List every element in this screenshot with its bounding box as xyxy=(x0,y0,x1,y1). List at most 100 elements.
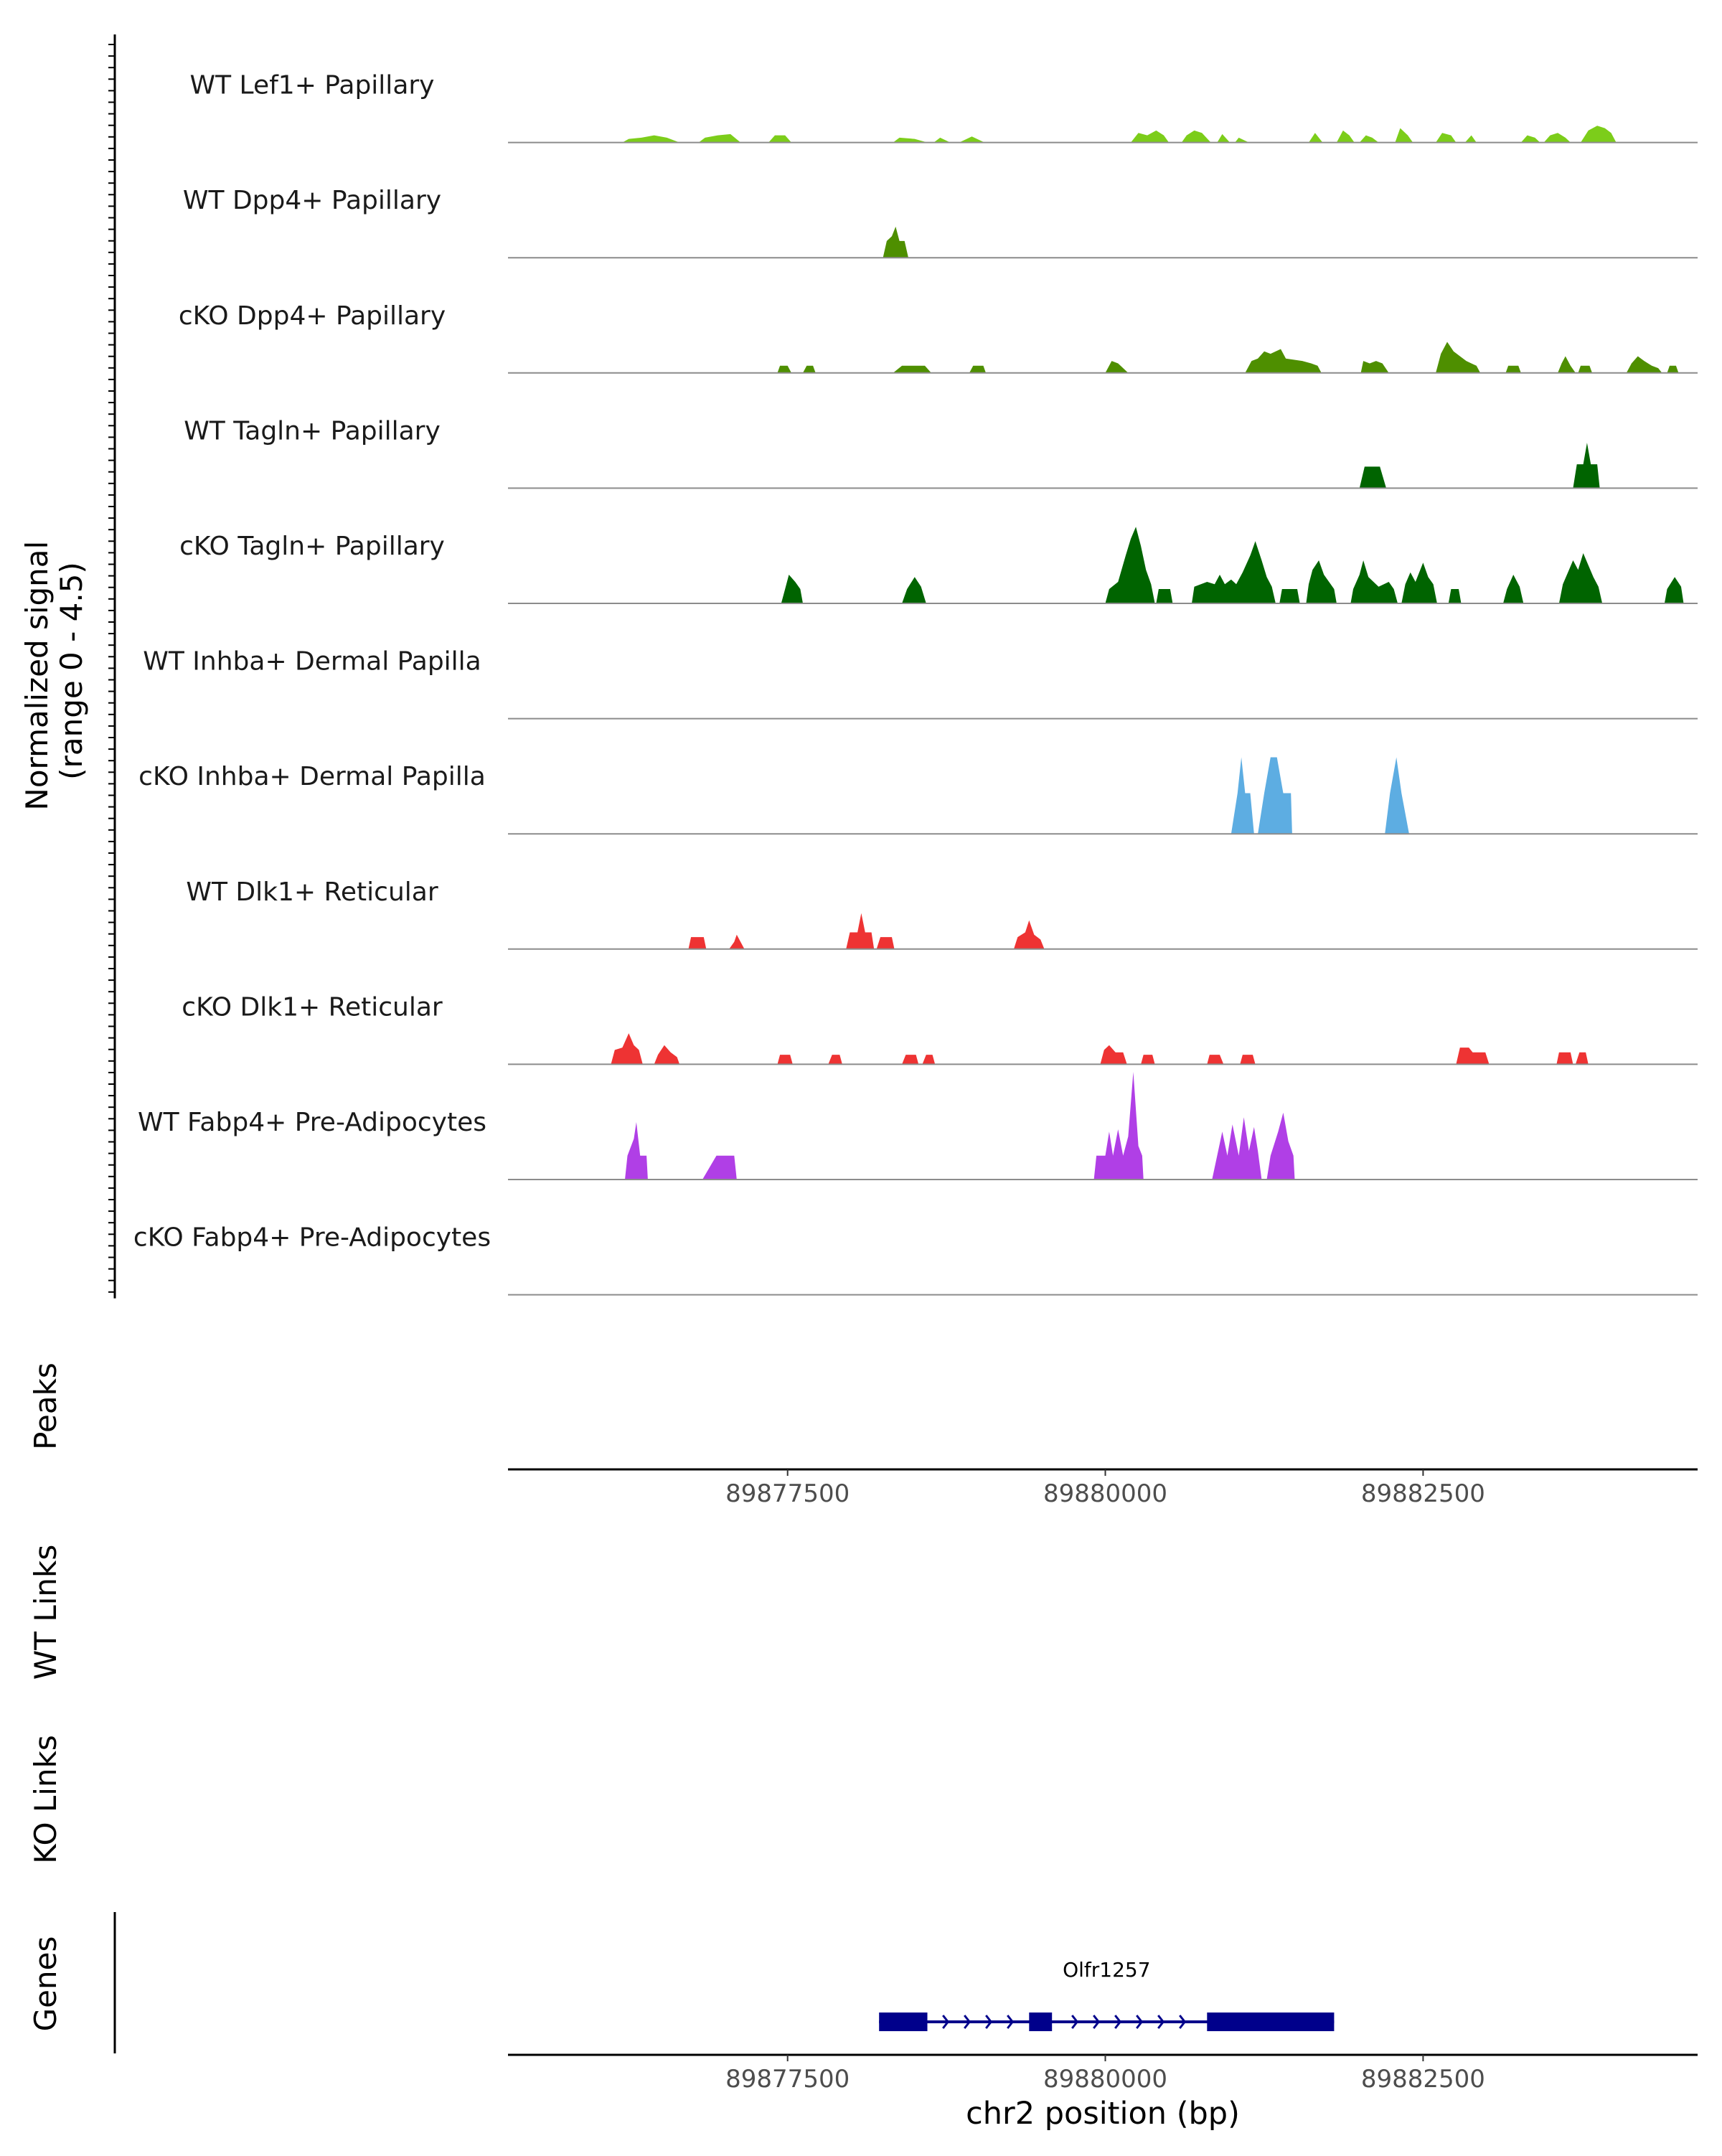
coverage-peak xyxy=(1664,577,1684,603)
coverage-peak xyxy=(777,1055,793,1065)
gene-strand-arrow xyxy=(1093,2015,1101,2029)
coverage-peak xyxy=(1141,1055,1155,1065)
ko-links-panel-label: KO Links xyxy=(28,1735,63,1864)
coverage-peak xyxy=(1520,135,1540,143)
coverage-peak xyxy=(1578,365,1592,373)
gene-strand-arrow xyxy=(1114,2015,1122,2029)
coverage-peak xyxy=(1279,589,1300,603)
coverage-peak xyxy=(1105,527,1155,603)
coverage-peak xyxy=(876,937,895,949)
track-wt-lef1-papillary: WT Lef1+ Papillary xyxy=(190,71,1698,143)
coverage-peak xyxy=(933,137,951,143)
coverage-peak xyxy=(1093,1072,1144,1180)
coverage-peak xyxy=(883,226,908,258)
track-cko-fabp4-pre-adipocytes: cKO Fabp4+ Pre-Adipocytes xyxy=(133,1223,1698,1296)
coverage-peak xyxy=(959,136,985,143)
gene-name-label: Olfr1257 xyxy=(1063,1958,1150,1982)
track-label: WT Dlk1+ Reticular xyxy=(186,877,438,907)
coverage-peak xyxy=(1235,137,1249,143)
x-axis-tick-label: 89880000 xyxy=(1043,2065,1167,2094)
gene-strand-arrow xyxy=(985,2015,993,2029)
peaks-x-axis-ticks: 89877500 89880000 89882500 xyxy=(725,1469,1485,1508)
gene-strand-arrow xyxy=(1179,2015,1187,2029)
genes-x-axis-ticks: 89877500 89880000 89882500 xyxy=(725,2055,1485,2094)
coverage-peak xyxy=(1309,133,1323,143)
coverage-peak xyxy=(1626,356,1662,373)
gene-exon xyxy=(1207,2013,1335,2031)
x-axis-tick-label: 89877500 xyxy=(725,2065,850,2094)
track-label: cKO Dpp4+ Papillary xyxy=(179,301,446,331)
coverage-peak xyxy=(1350,560,1398,603)
track-cko-dpp4-papillary: cKO Dpp4+ Papillary xyxy=(179,301,1698,374)
track-label: cKO Fabp4+ Pre-Adipocytes xyxy=(133,1223,491,1253)
track-label: cKO Inhba+ Dermal Papilla xyxy=(138,762,486,791)
track-label: cKO Tagln+ Papillary xyxy=(179,532,445,561)
coverage-peak xyxy=(688,937,707,949)
coverage-peak xyxy=(702,1155,737,1180)
coverage-y-axis xyxy=(108,34,116,1299)
coverage-peak xyxy=(611,1033,643,1065)
coverage-peak xyxy=(1266,1112,1295,1180)
coverage-peak xyxy=(1245,349,1322,373)
peaks-panel-label: Peaks xyxy=(28,1362,63,1450)
track-cko-tagln-papillary: cKO Tagln+ Papillary xyxy=(179,527,1698,604)
coverage-peak xyxy=(654,1045,680,1065)
coverage-peak xyxy=(1581,126,1617,143)
gene-strand-arrow xyxy=(1136,2015,1144,2029)
coverage-peak xyxy=(1217,133,1231,143)
coverage-peak xyxy=(846,913,875,949)
track-label: WT Inhba+ Dermal Papilla xyxy=(143,647,481,677)
coverage-y-axis-title-line-2: (range 0 - 4.5) xyxy=(54,562,89,780)
coverage-peak xyxy=(1543,133,1571,143)
coverage-peak xyxy=(893,365,931,373)
coverage-peak xyxy=(922,1055,936,1065)
coverage-peak xyxy=(1336,130,1355,143)
coverage-peak xyxy=(729,934,745,949)
coverage-peak xyxy=(1231,757,1254,834)
coverage-peak xyxy=(902,1055,919,1065)
coverage-peak xyxy=(1105,361,1129,373)
genes-panel-label: Genes xyxy=(28,1936,63,2032)
x-axis-title: chr2 position (bp) xyxy=(966,2096,1240,2132)
coverage-peak xyxy=(1575,1052,1589,1065)
coverage-peak xyxy=(1359,135,1379,143)
coverage-peak xyxy=(1014,920,1045,949)
coverage-peak xyxy=(1573,443,1600,489)
coverage-peak xyxy=(1395,128,1413,143)
coverage-peak xyxy=(1258,757,1292,834)
coverage-peak xyxy=(1207,1055,1224,1065)
coverage-peak xyxy=(698,133,741,143)
coverage-peak xyxy=(625,1122,648,1180)
gene-strand-arrow xyxy=(942,2015,950,2029)
track-label: WT Fabp4+ Pre-Adipocytes xyxy=(138,1108,486,1137)
coverage-peak xyxy=(1306,560,1337,603)
coverage-peak xyxy=(1558,356,1576,373)
x-axis-tick-label: 89877500 xyxy=(725,1479,850,1508)
gene-exon xyxy=(1029,2013,1053,2031)
coverage-peak xyxy=(781,575,803,603)
gene-strand-arrow xyxy=(964,2015,971,2029)
track-wt-inhba-dermal-papilla: WT Inhba+ Dermal Papilla xyxy=(143,647,1698,720)
coverage-peak xyxy=(777,365,791,373)
coverage-peak xyxy=(1181,130,1211,143)
track-wt-dpp4-papillary: WT Dpp4+ Papillary xyxy=(183,186,1698,259)
wt-links-panel-label: WT Links xyxy=(28,1545,63,1680)
track-label: cKO Dlk1+ Reticular xyxy=(182,992,443,1022)
coverage-peak xyxy=(1448,589,1462,603)
coverage-peak xyxy=(1503,575,1524,603)
coverage-peak xyxy=(1360,361,1389,373)
coverage-peak xyxy=(1558,553,1603,603)
x-axis-tick-label: 89880000 xyxy=(1043,1479,1167,1508)
track-cko-dlk1-reticular: cKO Dlk1+ Reticular xyxy=(182,992,1698,1065)
coverage-y-axis-title: Normalized signal (range 0 - 4.5) xyxy=(19,531,89,810)
coverage-y-axis-title-line-1: Normalized signal xyxy=(19,541,55,811)
coverage-peak xyxy=(893,137,928,143)
coverage-peak xyxy=(1456,1048,1490,1065)
x-axis-tick-label: 89882500 xyxy=(1361,1479,1485,1508)
coverage-peak xyxy=(1100,1045,1127,1065)
coverage-peak xyxy=(1505,365,1521,373)
coverage-peak xyxy=(1156,589,1173,603)
coverage-peak xyxy=(1359,466,1386,489)
